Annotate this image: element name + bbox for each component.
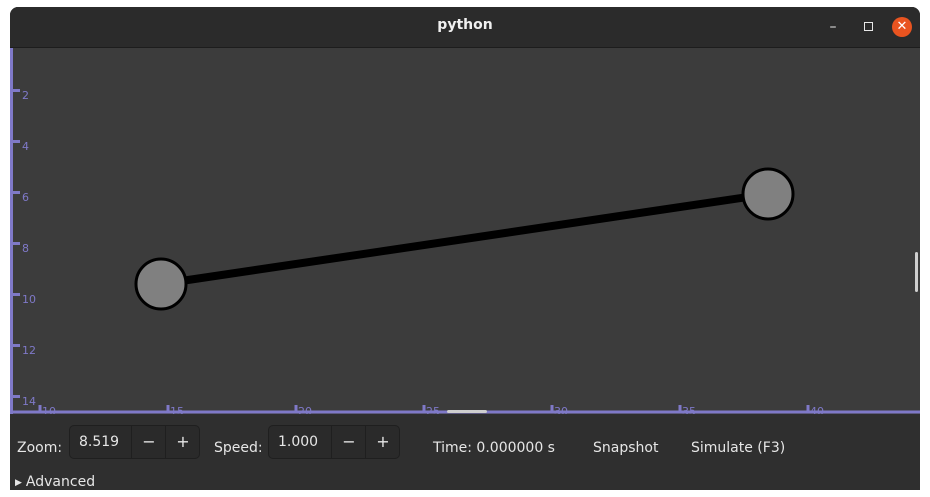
zoom-spinbox[interactable]: 8.519 − + xyxy=(69,425,200,459)
horizontal-scrollbar[interactable] xyxy=(447,410,487,413)
speed-value[interactable]: 1.000 xyxy=(278,434,319,450)
y-tick-label: 8 xyxy=(22,242,29,255)
y-tick-label: 2 xyxy=(22,89,29,102)
y-tick-mark xyxy=(13,293,20,296)
zoom-label: Zoom: xyxy=(17,440,63,456)
x-tick-label: 30 xyxy=(554,405,568,414)
time-readout: Time: 0.000000 s xyxy=(433,440,555,456)
maximize-button[interactable] xyxy=(858,17,878,37)
window-title: python xyxy=(437,17,493,33)
y-axis-ticks: 2 4 6 8 10 12 14 xyxy=(13,89,36,408)
simulation-canvas[interactable]: 2 4 6 8 10 12 14 10 15 20 25 30 35 40 xyxy=(10,48,920,414)
zoom-increase-button[interactable]: + xyxy=(165,426,200,458)
y-tick-mark xyxy=(13,344,20,347)
connector-bar xyxy=(160,190,769,288)
node-a[interactable] xyxy=(134,257,188,311)
x-tick-label: 15 xyxy=(170,405,184,414)
advanced-label: Advanced xyxy=(25,474,96,490)
x-tick-mark xyxy=(806,405,810,412)
x-tick-mark xyxy=(294,405,298,412)
y-tick-mark xyxy=(13,140,20,143)
expand-triangle-icon: ▶ xyxy=(15,478,22,488)
canvas-svg: 2 4 6 8 10 12 14 10 15 20 25 30 35 40 xyxy=(10,48,920,414)
y-tick-label: 6 xyxy=(22,191,29,204)
title-bar: python – ✕ xyxy=(10,7,920,48)
speed-increase-button[interactable]: + xyxy=(365,426,400,458)
x-tick-mark xyxy=(166,405,170,412)
y-tick-label: 12 xyxy=(22,344,36,357)
simulate-button[interactable]: Simulate (F3) xyxy=(691,440,786,456)
zoom-value[interactable]: 8.519 xyxy=(79,434,120,450)
x-tick-label: 25 xyxy=(426,405,440,414)
y-tick-mark xyxy=(13,191,20,194)
y-tick-mark xyxy=(13,395,20,398)
x-axis-ticks: 10 15 20 25 30 35 40 xyxy=(38,405,824,414)
advanced-expander[interactable]: ▶ Advanced xyxy=(15,474,95,490)
close-button[interactable]: ✕ xyxy=(892,17,912,37)
y-tick-label: 14 xyxy=(22,395,36,408)
control-panel: Zoom: 8.519 − + Speed: 1.000 − + Time: 0… xyxy=(10,419,920,490)
zoom-decrease-button[interactable]: − xyxy=(131,426,166,458)
y-tick-label: 4 xyxy=(22,140,29,153)
speed-spinbox[interactable]: 1.000 − + xyxy=(268,425,400,459)
speed-label: Speed: xyxy=(214,440,263,456)
x-tick-mark xyxy=(678,405,682,412)
x-tick-label: 10 xyxy=(42,405,56,414)
x-tick-mark xyxy=(550,405,554,412)
vertical-scrollbar[interactable] xyxy=(915,252,918,292)
y-tick-label: 10 xyxy=(22,293,36,306)
app-window: python – ✕ 2 4 6 8 10 12 14 10 15 20 25 30 35 40 Zoo… xyxy=(10,7,920,490)
maximize-icon xyxy=(863,22,873,31)
x-tick-label: 20 xyxy=(298,405,312,414)
y-tick-mark xyxy=(13,89,20,92)
speed-decrease-button[interactable]: − xyxy=(331,426,366,458)
y-tick-mark xyxy=(13,242,20,245)
snapshot-button[interactable]: Snapshot xyxy=(593,440,659,456)
node-b[interactable] xyxy=(741,167,795,221)
x-tick-mark xyxy=(422,405,426,412)
minimize-button[interactable]: – xyxy=(829,19,837,35)
x-tick-mark xyxy=(38,405,42,412)
x-tick-label: 40 xyxy=(810,405,824,414)
x-tick-label: 35 xyxy=(682,405,696,414)
